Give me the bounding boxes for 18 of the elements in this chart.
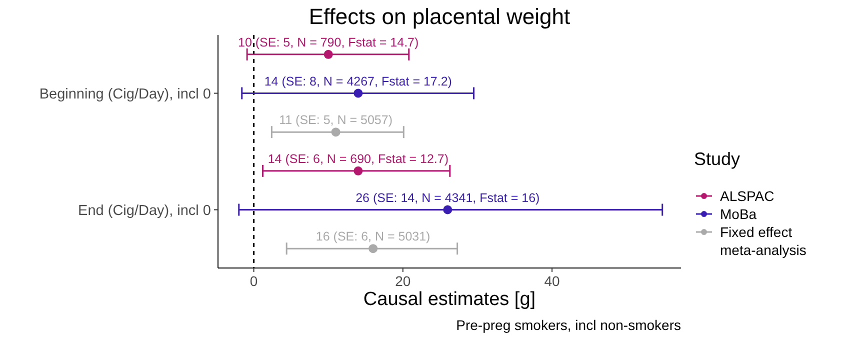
legend-title: Study	[694, 149, 740, 169]
data-label: 10 (SE: 5, N = 790, Fstat = 14.7)	[238, 35, 419, 50]
legend-label: ALSPAC	[720, 188, 774, 204]
data-label: 14 (SE: 8, N = 4267, Fstat = 17.2)	[264, 74, 452, 88]
y-tick-label: End (Cig/Day), incl 0	[78, 202, 211, 219]
x-tick-label: 20	[395, 273, 411, 289]
x-axis-title: Causal estimates [g]	[363, 289, 536, 310]
legend-label: Fixed effect meta-analysis	[720, 224, 806, 258]
text: Pre-preg smokers, incl non-smokers	[456, 317, 681, 333]
chart-title: Effects on placental weight	[308, 4, 570, 29]
y-tick-label: Beginning (Cig/Day), incl 0	[39, 86, 211, 102]
data-label: 26 (SE: 14, N = 4341, Fstat = 16)	[356, 190, 540, 205]
data-label: 14 (SE: 6, N = 690, Fstat = 12.7)	[268, 152, 448, 166]
legend-label: MoBa	[720, 206, 757, 222]
data-label: 16 (SE: 6, N = 5031)	[316, 230, 430, 244]
x-tick-label: 40	[544, 273, 560, 289]
data-label: 11 (SE: 5, N = 5057)	[279, 113, 392, 128]
x-tick-label: 0	[250, 273, 258, 289]
